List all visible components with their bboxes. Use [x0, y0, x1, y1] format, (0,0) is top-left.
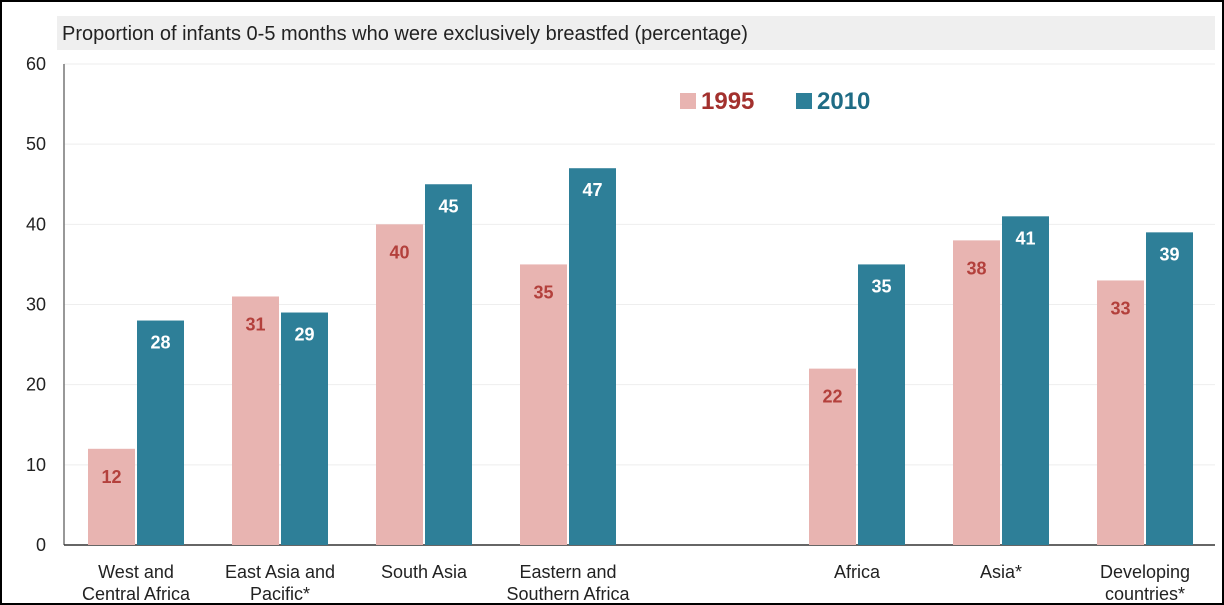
x-category-label: East Asia and Pacific*: [225, 562, 335, 603]
axis-layer: 0 10 20 30 40 50 60 West and Central Africa East …: [26, 54, 1215, 603]
label-layer: 12 28 31 29 40 45 35 47 22 35 38 41 33 39: [101, 180, 1179, 487]
y-tick-label: 0: [36, 535, 46, 555]
bar-2010: [858, 264, 905, 545]
bar-2010: [1146, 232, 1193, 545]
bar-1995: [376, 224, 423, 546]
x-category-label: Eastern and Southern Africa: [506, 562, 630, 603]
data-label-2010: 41: [1015, 228, 1035, 248]
data-label-1995: 22: [822, 387, 842, 407]
data-label-2010: 39: [1159, 244, 1179, 264]
legend-label-2010: 2010: [817, 88, 870, 115]
x-category-label: South Asia: [381, 562, 468, 582]
y-tick-label: 20: [26, 375, 46, 395]
data-label-1995: 31: [245, 314, 265, 334]
bar-1995: [953, 240, 1000, 545]
bar-1995: [520, 264, 567, 545]
data-label-1995: 12: [101, 467, 121, 487]
bar-1995: [232, 296, 279, 545]
data-label-2010: 47: [582, 180, 602, 200]
bar-2010: [569, 168, 616, 545]
x-category-label: Asia*: [980, 562, 1022, 582]
x-category-label: West and Central Africa: [82, 562, 191, 603]
y-tick-label: 60: [26, 54, 46, 74]
bar-1995: [1097, 280, 1144, 545]
x-category-label: Africa: [834, 562, 881, 582]
title-band: [57, 16, 1215, 50]
y-tick-label: 40: [26, 214, 46, 234]
legend-swatch-2010: [796, 93, 812, 109]
bar-1995: [88, 448, 135, 545]
data-label-1995: 38: [966, 258, 986, 278]
legend-label-1995: 1995: [701, 88, 754, 115]
y-tick-label: 10: [26, 455, 46, 475]
bar-layer: [88, 168, 1193, 546]
legend: 1995 2010: [680, 88, 870, 115]
bar-2010: [425, 184, 472, 545]
data-label-1995: 35: [533, 282, 553, 302]
y-tick-label: 50: [26, 134, 46, 154]
bar-2010: [137, 320, 184, 545]
data-label-2010: 45: [438, 196, 458, 216]
data-label-2010: 29: [294, 325, 314, 345]
chart-title: Proportion of infants 0-5 months who wer…: [62, 23, 748, 45]
y-tick-label: 30: [26, 295, 46, 315]
legend-swatch-1995: [680, 93, 696, 109]
data-label-1995: 33: [1110, 298, 1130, 318]
data-label-1995: 40: [389, 242, 409, 262]
data-label-2010: 28: [150, 333, 170, 353]
bar-2010: [281, 312, 328, 545]
bar-2010: [1002, 216, 1049, 546]
x-category-label: Developing countries*: [1100, 562, 1190, 603]
data-label-2010: 35: [871, 276, 891, 296]
bar-1995: [809, 368, 856, 545]
